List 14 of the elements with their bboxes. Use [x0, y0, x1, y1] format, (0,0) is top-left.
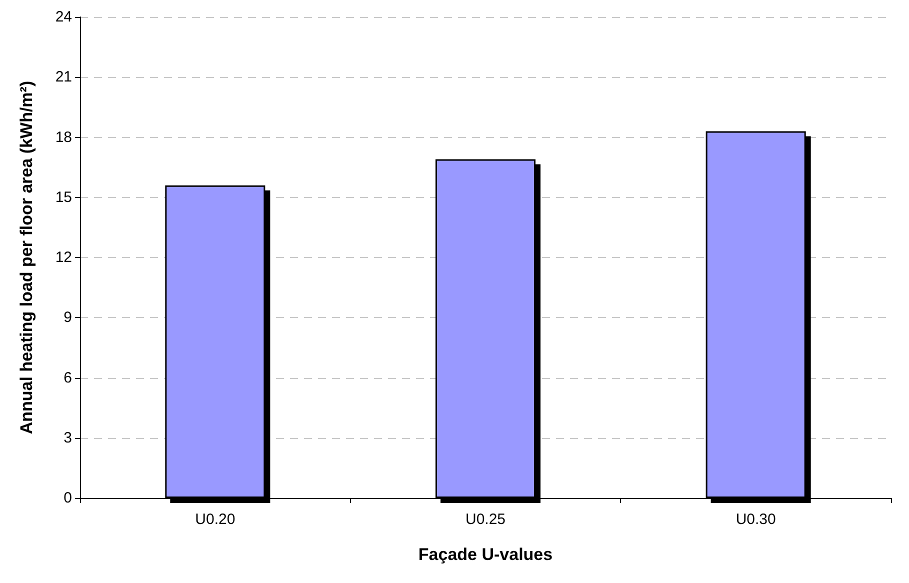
y-tick-label: 3	[64, 429, 72, 446]
y-tick-label: 21	[55, 68, 72, 86]
y-tick-label: 18	[55, 128, 72, 146]
y-tick-label: 15	[55, 188, 72, 206]
x-axis-title: Façade U-values	[418, 545, 553, 564]
y-tick-label: 24	[55, 8, 72, 26]
y-tick-label: 0	[64, 490, 72, 506]
x-tick-label: U0.25	[465, 511, 506, 528]
x-tick-label: U0.30	[736, 511, 776, 528]
y-tick-label: 9	[64, 309, 72, 326]
x-tick-label: U0.20	[195, 511, 236, 528]
y-axis-title: Annual heating load per floor area (kWh/m²)	[17, 80, 36, 434]
y-tick-label: 12	[55, 249, 72, 266]
y-tick-label: 6	[64, 369, 72, 386]
